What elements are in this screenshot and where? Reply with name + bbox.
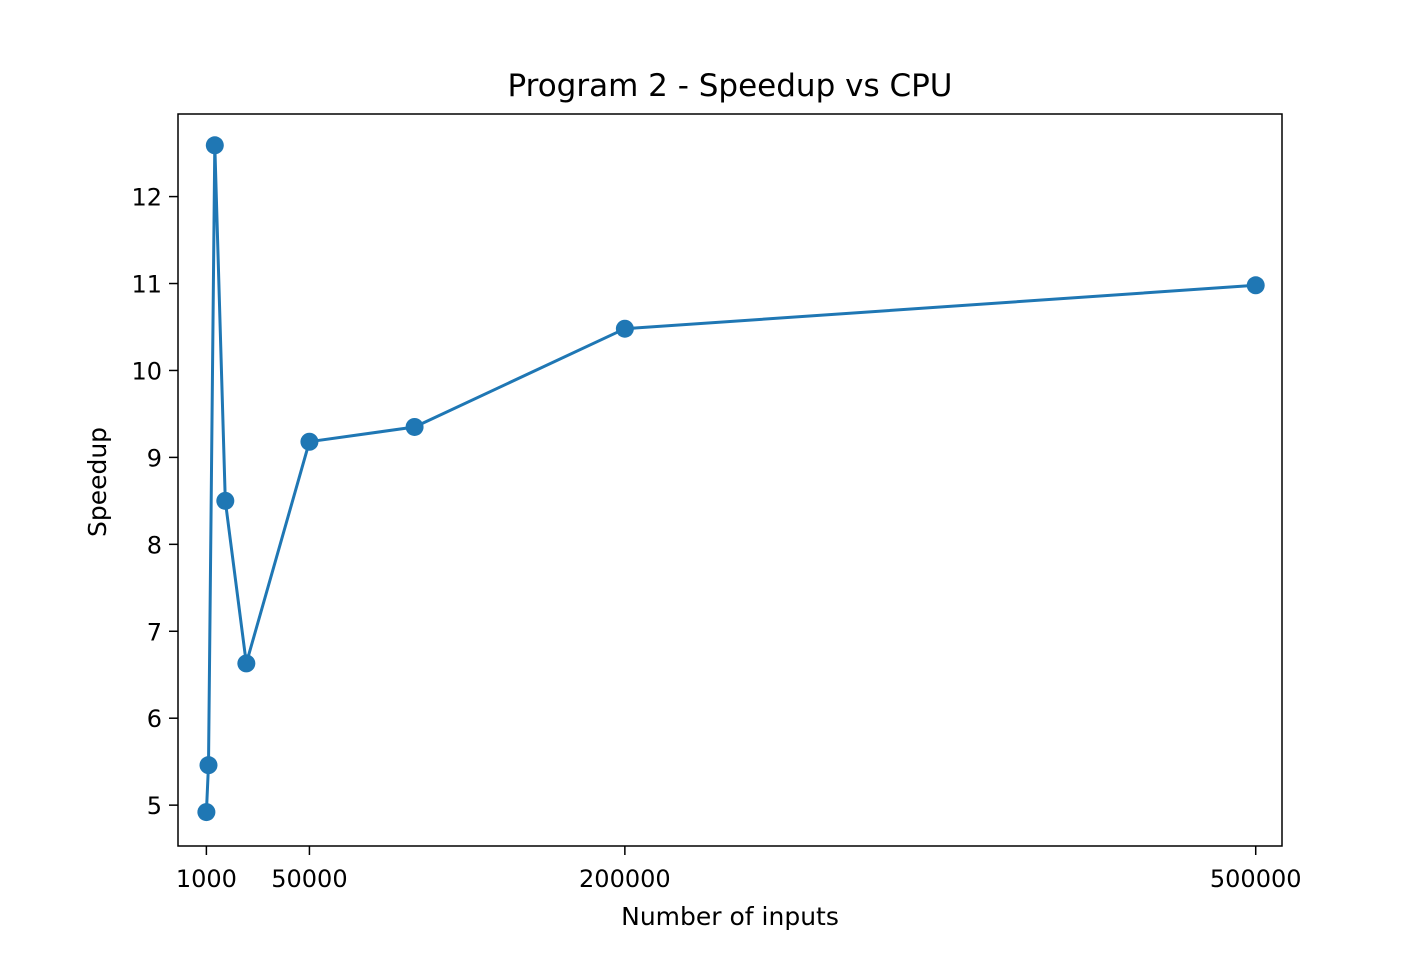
- y-tick-label: 10: [131, 357, 162, 385]
- data-point: [300, 432, 319, 451]
- x-tick-label: 50000: [271, 865, 347, 893]
- y-tick-label: 6: [147, 705, 162, 733]
- data-point: [216, 491, 235, 510]
- plot-frame: [177, 113, 1283, 847]
- chart-title: Program 2 - Speedup vs CPU: [507, 68, 952, 104]
- y-tick-label: 11: [131, 271, 162, 299]
- series-layer: [197, 136, 1265, 822]
- plot-area: 1000 50000 200000 500000 5 6 7 8 9 10 11 12: [131, 113, 1302, 893]
- data-point: [199, 756, 218, 775]
- data-point: [205, 136, 224, 155]
- data-point: [237, 654, 256, 673]
- data-point: [615, 319, 634, 338]
- y-tick-label: 7: [147, 618, 162, 646]
- y-tick-label: 5: [147, 792, 162, 820]
- x-tick-label: 1000: [176, 865, 237, 893]
- x-axis: 1000 50000 200000 500000: [176, 846, 1302, 893]
- x-axis-label: Number of inputs: [621, 902, 839, 931]
- data-point: [1246, 276, 1265, 295]
- y-axis-label: Speedup: [83, 427, 112, 537]
- x-tick-label: 200000: [579, 865, 671, 893]
- data-point: [405, 417, 424, 436]
- y-tick-label: 9: [147, 444, 162, 472]
- data-point: [197, 803, 216, 822]
- x-tick-label: 500000: [1210, 865, 1302, 893]
- y-tick-label: 8: [147, 531, 162, 559]
- y-tick-label: 12: [131, 184, 162, 212]
- y-axis: 5 6 7 8 9 10 11 12: [131, 184, 178, 820]
